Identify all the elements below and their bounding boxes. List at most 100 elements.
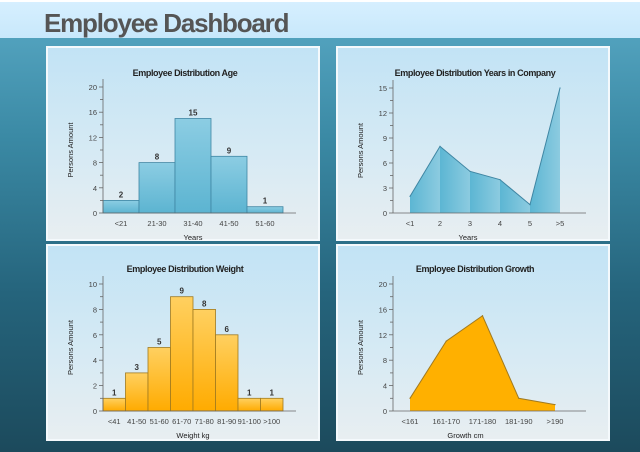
y-axis-label: Persons Amount bbox=[66, 122, 75, 178]
y-tick-label: 3 bbox=[383, 184, 387, 193]
data-point bbox=[469, 170, 471, 172]
data-label: 2 bbox=[119, 190, 124, 199]
x-tick-label: <1 bbox=[406, 219, 415, 228]
x-tick-label: 91-100 bbox=[238, 417, 261, 426]
y-tick-label: 12 bbox=[379, 331, 387, 340]
data-label: 9 bbox=[180, 287, 185, 296]
x-tick-label: 4 bbox=[498, 219, 502, 228]
y-tick-label: 10 bbox=[89, 280, 97, 289]
weight-chart-panel: Employee Distribution Weight Persons Amou… bbox=[46, 244, 320, 441]
data-label: 6 bbox=[225, 325, 230, 334]
y-tick-label: 8 bbox=[383, 356, 387, 365]
growth-chart: Employee Distribution Growth Persons Amou… bbox=[356, 264, 586, 440]
y-tick-label: 12 bbox=[379, 109, 387, 118]
data-point bbox=[439, 145, 441, 147]
y-tick-label: 6 bbox=[383, 159, 387, 168]
y-tick-label: 6 bbox=[93, 331, 97, 340]
y-tick-label: 16 bbox=[89, 108, 97, 117]
bar bbox=[102, 397, 126, 412]
area-segment bbox=[470, 171, 500, 213]
area-segment bbox=[530, 88, 560, 213]
y-axis-label: Persons Amount bbox=[66, 319, 75, 375]
data-point bbox=[499, 179, 501, 181]
bar bbox=[260, 397, 284, 412]
area-fill bbox=[410, 315, 555, 411]
x-tick-label: 61-70 bbox=[172, 417, 191, 426]
bar bbox=[192, 309, 216, 412]
y-tick-label: 2 bbox=[93, 382, 97, 391]
y-tick-label: 0 bbox=[93, 209, 97, 218]
bar bbox=[125, 372, 149, 412]
data-label: 1 bbox=[263, 197, 268, 206]
age-chart-title: Employee Distribution Age bbox=[133, 68, 238, 78]
x-tick-label: <161 bbox=[402, 417, 419, 426]
y-tick-label: 4 bbox=[383, 382, 387, 391]
x-axis-label: Growth cm bbox=[447, 431, 483, 440]
bar bbox=[138, 162, 176, 214]
data-label: 3 bbox=[135, 363, 140, 372]
bar bbox=[246, 206, 284, 214]
weight-chart: Employee Distribution Weight Persons Amou… bbox=[66, 264, 296, 440]
data-label: 9 bbox=[227, 146, 232, 155]
x-tick-label: 81-90 bbox=[217, 417, 236, 426]
y-tick-label: 8 bbox=[93, 305, 97, 314]
years-in-company-chart-panel: Employee Distribution Years in Company Pe… bbox=[336, 46, 610, 242]
age-chart: Employee Distribution Age Persons Amount Y… bbox=[66, 68, 296, 242]
y-axis-label: Persons Amount bbox=[356, 319, 365, 375]
x-axis-label: Weight kg bbox=[176, 431, 209, 440]
x-tick-label: 51-60 bbox=[255, 219, 274, 228]
data-point bbox=[481, 315, 484, 317]
x-tick-label: >190 bbox=[547, 417, 564, 426]
x-tick-label: 5 bbox=[528, 219, 532, 228]
x-axis-label: Years bbox=[184, 233, 203, 242]
growth-chart-panel: Employee Distribution Growth Persons Amou… bbox=[336, 244, 610, 441]
data-label: 8 bbox=[155, 153, 160, 162]
data-label: 1 bbox=[270, 388, 275, 397]
page-title: Employee Dashboard bbox=[44, 8, 289, 38]
series-line bbox=[409, 87, 561, 206]
y-tick-label: 4 bbox=[93, 184, 97, 193]
x-tick-label: >5 bbox=[556, 219, 565, 228]
data-point bbox=[445, 340, 447, 342]
data-point bbox=[554, 404, 556, 406]
dashboard-header: Employee Dashboard bbox=[0, 0, 640, 38]
y-tick-label: 0 bbox=[383, 209, 387, 218]
x-axis-label: Years bbox=[459, 233, 478, 242]
data-label: 1 bbox=[247, 388, 252, 397]
y-tick-label: 8 bbox=[93, 159, 97, 168]
area-segment bbox=[440, 146, 470, 213]
bar bbox=[102, 199, 140, 214]
data-point bbox=[518, 397, 520, 399]
area-segment bbox=[500, 179, 530, 213]
y-tick-label: 20 bbox=[379, 280, 387, 289]
x-tick-label: 71-80 bbox=[195, 417, 214, 426]
y-tick-label: 16 bbox=[379, 305, 387, 314]
years-in-company-chart: Employee Distribution Years in Company Pe… bbox=[356, 68, 586, 242]
years-in-company-chart-title: Employee Distribution Years in Company bbox=[395, 68, 556, 78]
bar bbox=[147, 347, 171, 412]
x-tick-label: 2 bbox=[438, 219, 442, 228]
y-tick-label: 0 bbox=[93, 407, 97, 416]
weight-chart-title: Employee Distribution Weight bbox=[127, 264, 244, 274]
data-point bbox=[559, 87, 561, 89]
x-tick-label: 181-190 bbox=[505, 417, 533, 426]
data-label: 15 bbox=[189, 109, 198, 118]
y-axis-label: Persons Amount bbox=[356, 122, 365, 178]
data-label: 8 bbox=[202, 299, 207, 308]
x-tick-label: 41-50 bbox=[219, 219, 238, 228]
y-tick-label: 4 bbox=[93, 356, 97, 365]
y-tick-label: 20 bbox=[89, 83, 97, 92]
x-tick-label: 171-180 bbox=[469, 417, 497, 426]
bar bbox=[237, 397, 261, 412]
bar bbox=[210, 155, 248, 214]
x-tick-label: 161-170 bbox=[432, 417, 460, 426]
x-tick-label: 21-30 bbox=[147, 219, 166, 228]
data-point bbox=[409, 195, 411, 197]
x-tick-label: 51-60 bbox=[150, 417, 169, 426]
age-chart-panel: Employee Distribution Age Persons Amount Y… bbox=[46, 46, 320, 242]
y-tick-label: 15 bbox=[379, 84, 387, 93]
data-label: 5 bbox=[157, 338, 162, 347]
area-segment bbox=[410, 146, 440, 213]
bar bbox=[215, 334, 239, 412]
x-tick-label: 41-50 bbox=[127, 417, 146, 426]
